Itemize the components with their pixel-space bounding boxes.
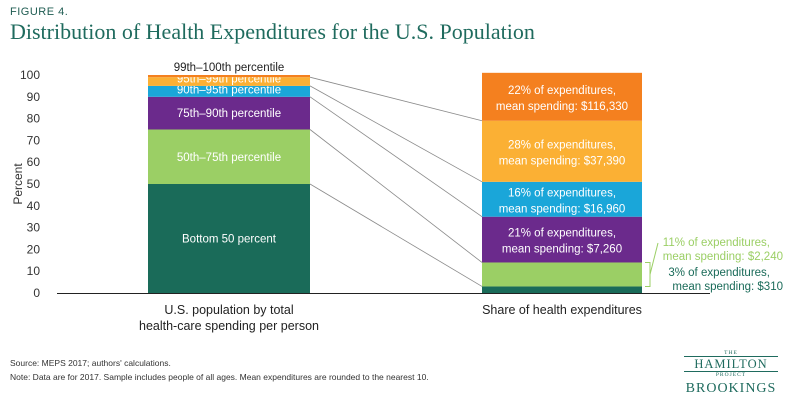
- expenditure-outside-label: mean spending: $310: [672, 281, 783, 293]
- connector-line: [309, 96, 483, 218]
- expenditure-segment-label: mean spending: $37,390: [499, 155, 626, 167]
- expenditure-segment-label: 22% of expenditures,: [508, 85, 616, 97]
- expenditure-segment-label: 28% of expenditures,: [508, 139, 616, 151]
- source-note: Source: MEPS 2017; authors' calculations…: [10, 358, 171, 368]
- expenditure-bar-segment: [482, 216, 642, 263]
- notes: Source: MEPS 2017; authors' calculations…: [10, 356, 429, 384]
- population-segment-label: 50th–75th percentile: [177, 152, 281, 164]
- y-tick-label: 90: [27, 90, 41, 104]
- population-bar-segment: [148, 75, 310, 78]
- hamilton-brookings-logo: THE HAMILTON PROJECT BROOKINGS: [676, 350, 786, 405]
- y-tick-label: 60: [27, 155, 41, 169]
- x-category-label: U.S. population by total: [164, 303, 293, 317]
- population-segment-label: Bottom 50 percent: [182, 234, 277, 246]
- logo-the-text: THE: [724, 350, 738, 356]
- expenditure-segment-label: 16% of expenditures,: [508, 187, 616, 199]
- expenditure-outside-label: 11% of expenditures,: [663, 237, 770, 249]
- y-tick-label: 0: [33, 286, 40, 300]
- y-axis-label: Percent: [11, 163, 25, 205]
- population-segment-label: 75th–90th percentile: [177, 108, 281, 120]
- figure-label: FIGURE 4.: [10, 6, 69, 18]
- expenditure-segment-label: mean spending: $16,960: [499, 203, 626, 215]
- chart: Percent 0 10 20 30 40 50 60 70 80 90 100 Bottom 50 p…: [11, 62, 783, 333]
- logo-project-text: PROJECT: [715, 372, 747, 378]
- x-category-label: Share of health expenditures: [482, 303, 642, 317]
- expenditure-bar-segment: [482, 286, 642, 293]
- expenditure-segment-label: mean spending: $116,330: [496, 101, 628, 113]
- callout-leader: [649, 242, 659, 275]
- y-tick-label: 100: [20, 68, 40, 82]
- connector-line: [309, 85, 483, 183]
- y-tick-label: 50: [27, 177, 41, 191]
- y-tick-label: 20: [27, 242, 41, 256]
- logo-hamilton-text: HAMILTON: [684, 356, 778, 372]
- chart-title: Distribution of Health Expenditures for …: [10, 19, 535, 44]
- population-bar-segment: [148, 184, 310, 293]
- y-tick-label: 70: [27, 133, 41, 147]
- population-segment-label: 90th–95th percentile: [177, 84, 281, 96]
- connector-line: [309, 183, 483, 287]
- population-bar-segment: [148, 96, 310, 130]
- expenditure-bar-segment: [482, 72, 642, 121]
- y-tick-label: 40: [27, 199, 41, 213]
- expenditure-outside-label: 3% of expenditures,: [668, 267, 770, 279]
- expenditure-outside-label: mean spending: $2,240: [663, 251, 783, 263]
- population-bar-segment: [148, 85, 310, 97]
- expenditure-bar-segment: [482, 120, 642, 182]
- y-tick-label: 10: [27, 264, 41, 278]
- population-bar-segment: [148, 77, 310, 86]
- population-bar-segment: [148, 129, 310, 184]
- logo-brookings-text: BROOKINGS: [685, 381, 777, 396]
- expenditure-bar-segment: [482, 181, 642, 217]
- x-category-label: health-care spending per person: [139, 319, 319, 333]
- data-note: Note: Data are for 2017. Sample includes…: [10, 372, 429, 382]
- connector-line: [309, 129, 483, 263]
- connector-line: [309, 76, 483, 122]
- population-segment-label: 99th–100th percentile: [174, 62, 285, 74]
- expenditure-segment-label: 21% of expenditures,: [508, 228, 616, 240]
- expenditure-bar-segment: [482, 262, 642, 287]
- y-tick-label: 80: [27, 112, 41, 126]
- expenditure-segment-label: mean spending: $7,260: [502, 244, 622, 256]
- y-tick-label: 30: [27, 221, 41, 235]
- callout-bracket: [645, 261, 651, 287]
